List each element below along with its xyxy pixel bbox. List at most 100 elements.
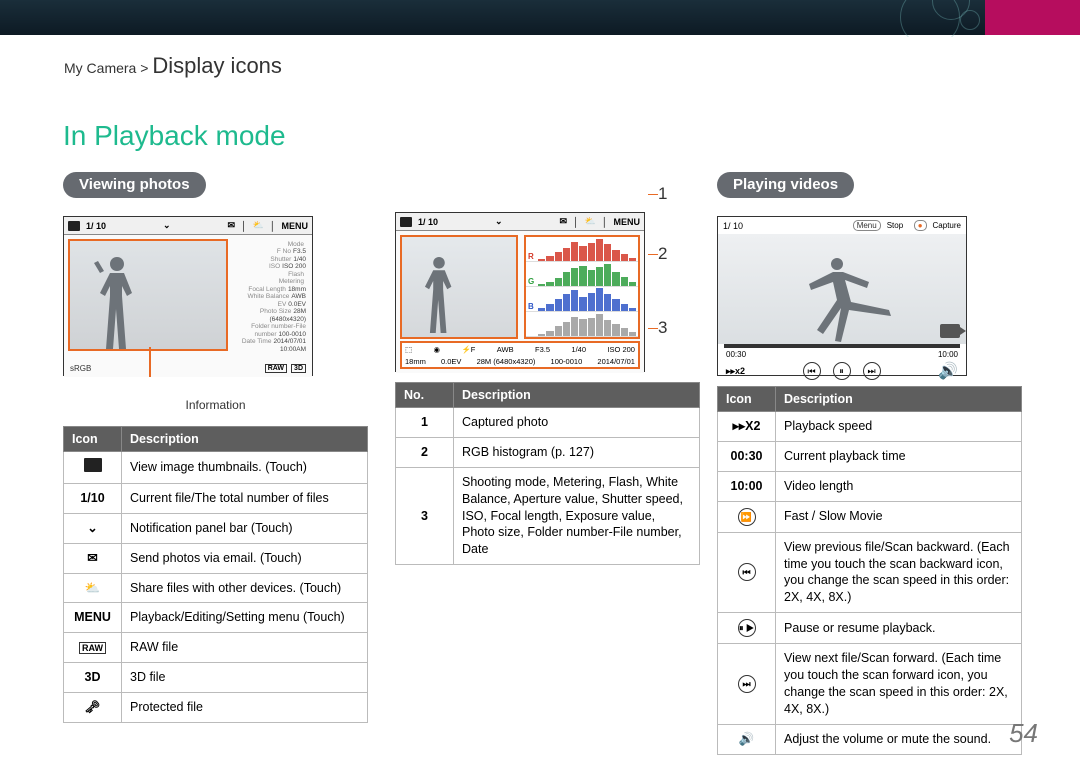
table-cell-icon: RAW [64,633,122,663]
email-icon: ✉ [87,551,97,565]
table-cell-icon: 3 [396,467,454,564]
header-accent [985,0,1080,35]
callout-line [648,254,658,255]
captured-photo-region [68,239,228,351]
colorspace-label: sRGB [70,364,91,373]
menu-label: MENU [74,610,111,624]
table-cell-desc: Send photos via email. (Touch) [122,543,368,573]
table-cell-desc: Current file/The total number of files [122,483,368,513]
chevron-down-icon[interactable]: ⌄ [163,220,171,231]
thumb-grid-icon [84,458,102,472]
table-cell-icon: 🗝 [64,693,122,723]
chevron-down-icon[interactable]: ⌄ [495,216,503,227]
col-icon: Icon [718,387,776,412]
table-cell-desc: Shooting mode, Metering, Flash, White Ba… [454,467,700,564]
video-preview: 1/ 10 Menu Stop ● Capture 00:30 10:00 ▸▸… [717,216,967,376]
email-icon[interactable]: ✉ [227,220,235,231]
photo-info-panel: ModeF NoF3.5Shutter1/40ISOISO 200FlashMe… [230,239,308,351]
rgb-histogram: RGB [524,235,640,339]
table-cell-icon: 🔊 [718,724,776,754]
info-caption: Information [63,398,368,412]
stop-label: Stop [887,221,903,230]
photo-preview: 1/ 10 ⌄ ✉ │ ⛅ │ MENU ModeF NoF3.5Shutter… [63,216,313,376]
captured-photo-region [400,235,518,339]
page-number: 54 [1009,718,1038,749]
3d-tag: 3D [291,364,306,373]
callout-line [648,194,658,195]
scan-backward-icon[interactable]: ⏮ [803,362,821,380]
email-icon[interactable]: ✉ [559,216,567,227]
col-desc: Description [122,427,368,452]
thumb-grid-icon[interactable] [68,221,80,231]
scan-forward-icon[interactable]: ⏭ [863,362,881,380]
3d-badge: 3D [85,670,101,684]
col-desc: Description [776,387,1022,412]
table-cell-icon: 2 [396,437,454,467]
menu-label[interactable]: MENU [282,221,309,231]
raw-badge: RAW [79,642,106,654]
share-icon: ⛅ [85,581,101,595]
chevron-down-icon: ⌄ [87,521,97,535]
table-cell-desc: View next file/Scan forward. (Each time … [776,644,1022,725]
row-icon: ⏩ [738,508,756,526]
table-cell-desc: Current playback time [776,441,1022,471]
viewing-photos-table: Icon Description View image thumbnails. … [63,426,368,723]
thumb-grid-icon[interactable] [400,217,412,227]
table-cell-desc: View image thumbnails. (Touch) [122,452,368,484]
breadcrumb: My Camera > Display icons [64,53,282,79]
info-sep: │ [270,221,276,231]
table-cell-icon: ⌄ [64,513,122,543]
table-cell-desc: 3D file [122,663,368,693]
playing-videos-table: Icon Description ▸▸X2Playback speed00:30… [717,386,1022,755]
table-cell-icon: 3D [64,663,122,693]
row-transform: ▸▸X2 [733,419,761,433]
camera-icon [940,324,960,338]
video-frame [718,234,966,344]
share-icon[interactable]: ⛅ [253,220,264,231]
capture-button[interactable]: ● [914,220,927,231]
callout-line [149,347,151,377]
table-cell-icon: ▸▸X2 [718,412,776,442]
col-icon: Icon [64,427,122,452]
viewing-photos-column: Viewing photos 1/ 10 ⌄ ✉ │ ⛅ │ MENU [63,172,368,723]
key-icon: 🗝 [85,700,101,714]
table-cell-desc: RGB histogram (p. 127) [454,437,700,467]
table-cell-icon: ⏮ [718,532,776,613]
capture-label: Capture [933,221,961,230]
col-desc: Description [454,383,700,408]
table-cell-desc: Playback/Editing/Setting menu (Touch) [122,603,368,633]
table-cell-icon [64,452,122,484]
table-cell-desc: Video length [776,471,1022,501]
table-cell-icon: ⛅ [64,573,122,603]
pause-icon[interactable]: ⏸ [833,362,851,380]
file-counter: 1/ 10 [86,221,106,231]
table-cell-desc: RAW file [122,633,368,663]
file-counter: 1/ 10 [418,217,438,227]
menu-label[interactable]: MENU [614,217,641,227]
preview-topbar: 1/ 10 ⌄ ✉ │ ⛅ │ MENU [396,213,644,231]
menu-button[interactable]: Menu [853,220,881,231]
person-silhouette-icon [94,257,140,349]
row-transform: 10:00 [731,479,763,493]
row-transform: 🔊 [739,732,755,746]
table-cell-desc: Fast / Slow Movie [776,501,1022,532]
callout-2: 2 [658,244,667,264]
row-icon: ⏮ [738,563,756,581]
share-icon[interactable]: ⛅ [585,216,596,227]
callout-line [648,328,658,329]
histogram-column: 1/ 10 ⌄ ✉ │ ⛅ │ MENU RGB ⬚◉⚡FAWBF3.51/40… [395,172,700,565]
video-topbar: 1/ 10 Menu Stop ● Capture [718,217,966,234]
table-cell-icon: ⏭ [718,644,776,725]
table-cell-desc: Captured photo [454,408,700,438]
playing-videos-column: Playing videos 1/ 10 Menu Stop ● Capture… [717,172,1022,755]
table-cell-icon: ⏸ ▶ [718,613,776,644]
table-cell-icon: 10:00 [718,471,776,501]
person-silhouette-icon [420,253,458,337]
table-cell-icon: 1/10 [64,483,122,513]
playing-videos-pill: Playing videos [717,172,854,198]
row-icon: ⏭ [738,675,756,693]
photo-metadata-row: ⬚◉⚡FAWBF3.51/40ISO 200 18mm0.0EV28M (648… [400,341,640,369]
row-transform: 00:30 [731,449,763,463]
volume-icon[interactable]: 🔊 [938,361,958,381]
header-decoration [890,0,990,37]
